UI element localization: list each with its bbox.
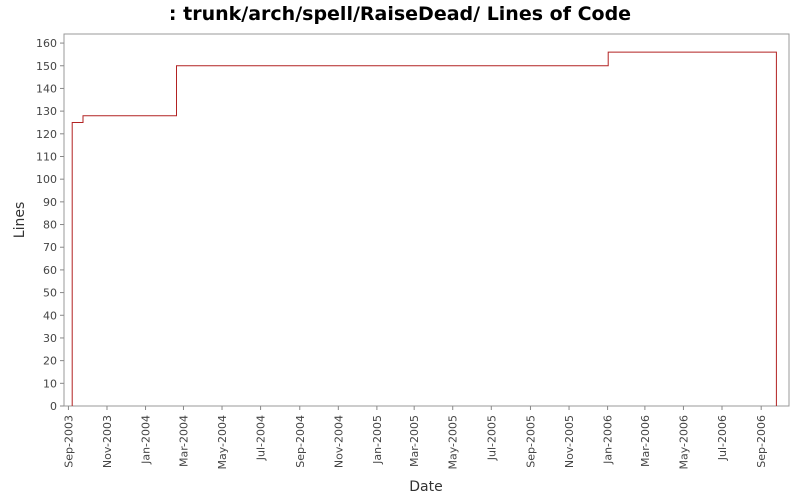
x-tick-label: Mar-2005 bbox=[408, 415, 421, 467]
x-tick-label: Sep-2006 bbox=[755, 415, 768, 468]
y-tick-label: 160 bbox=[36, 37, 57, 50]
x-tick-label: Jan-2005 bbox=[371, 415, 384, 465]
y-tick-label: 150 bbox=[36, 60, 57, 73]
x-tick-label: May-2004 bbox=[216, 415, 229, 470]
x-tick-label: Sep-2005 bbox=[524, 415, 537, 468]
y-tick-label: 70 bbox=[43, 241, 57, 254]
x-tick-label: Jan-2006 bbox=[602, 415, 615, 465]
x-tick-label: Jul-2004 bbox=[255, 415, 268, 461]
plot-area bbox=[63, 33, 790, 407]
series-layer bbox=[71, 51, 777, 406]
x-tick-label: May-2005 bbox=[447, 415, 460, 470]
y-tick-label: 10 bbox=[43, 377, 57, 390]
chart-title: : trunk/arch/spell/RaiseDead/ Lines of C… bbox=[169, 3, 631, 25]
x-tick-label: Sep-2003 bbox=[62, 415, 75, 468]
x-tick-label: Jul-2006 bbox=[716, 415, 729, 461]
x-tick-label: Mar-2004 bbox=[177, 415, 190, 467]
x-tick-label: Mar-2006 bbox=[639, 415, 652, 467]
y-axis-label: Lines bbox=[12, 202, 28, 238]
x-tick-label: May-2006 bbox=[677, 415, 690, 470]
x-tick-label: Nov-2005 bbox=[563, 415, 576, 468]
y-tick-label: 120 bbox=[36, 128, 57, 141]
y-tick-label: 80 bbox=[43, 219, 57, 232]
y-tick-label: 90 bbox=[43, 196, 57, 209]
y-tick-label: 140 bbox=[36, 82, 57, 95]
y-tick-label: 0 bbox=[50, 400, 57, 413]
y-tick-label: 40 bbox=[43, 309, 57, 322]
x-tick-label: Nov-2003 bbox=[101, 415, 114, 468]
series-line bbox=[71, 51, 777, 406]
y-tick-label: 50 bbox=[43, 287, 57, 300]
y-tick-label: 100 bbox=[36, 173, 57, 186]
x-tick-label: Sep-2004 bbox=[294, 415, 307, 468]
x-tick-label: Nov-2004 bbox=[332, 415, 345, 468]
x-tick-label: Jan-2004 bbox=[140, 415, 153, 465]
x-axis: Sep-2003 Nov-2003 Jan-2004 Mar-2004 May-2004… bbox=[62, 406, 768, 470]
y-tick-label: 130 bbox=[36, 105, 57, 118]
y-tick-label: 110 bbox=[36, 150, 57, 163]
y-tick-label: 60 bbox=[43, 264, 57, 277]
x-tick-label: Jul-2005 bbox=[485, 415, 498, 461]
y-tick-label: 30 bbox=[43, 332, 57, 345]
x-axis-label: Date bbox=[409, 479, 442, 495]
y-axis: 0 10 20 30 40 50 60 70 80 90 100 110 120 130 140 150 160 bbox=[36, 37, 64, 413]
y-tick-label: 20 bbox=[43, 355, 57, 368]
